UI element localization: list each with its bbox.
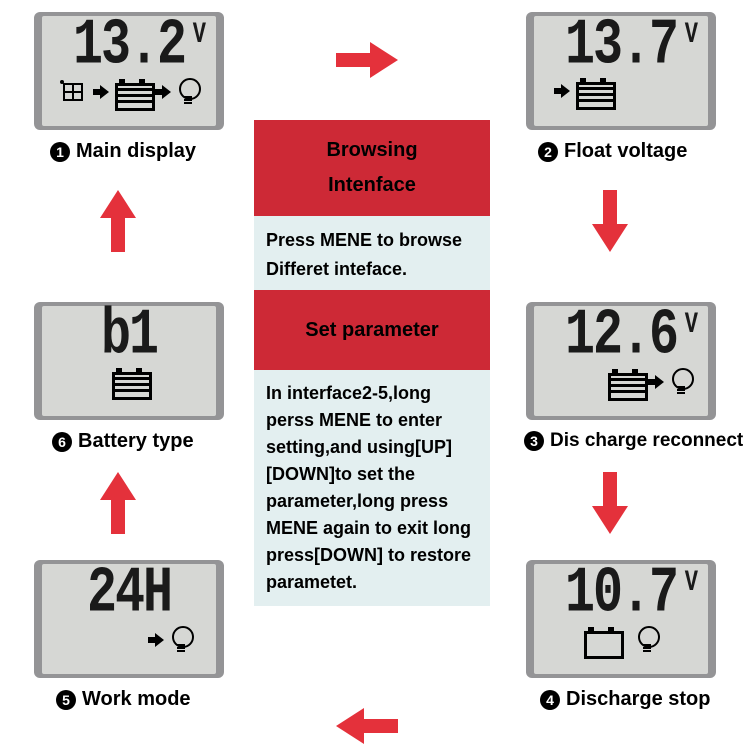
lcd-value: 12.6 — [565, 305, 677, 370]
browsing-body-box: Press MENE to browse Differet inteface. — [254, 216, 490, 294]
flow-arrow-left-2 — [100, 186, 136, 256]
step-badge: 5 — [56, 690, 76, 710]
step-badge: 1 — [50, 142, 70, 162]
browsing-body-line2: Differet inteface. — [266, 255, 478, 284]
browsing-title-line2: Intenface — [328, 174, 416, 197]
step-badge: 2 — [538, 142, 558, 162]
lcd-panel-discharge-stop: 10.7 V — [526, 560, 716, 678]
caption-label: Main display — [76, 140, 196, 163]
browsing-title-box: Browsing Intenface — [254, 120, 490, 216]
lcd-panel-discharge-reconnect: 12.6 V — [526, 302, 716, 420]
lcd-screen: 12.6 V — [534, 306, 708, 416]
arrow-right-icon — [648, 375, 664, 389]
caption-label: Discharge stop — [566, 688, 710, 711]
lcd-unit: V — [193, 18, 206, 52]
arrow-right-icon — [148, 633, 164, 647]
lcd-screen: b1 — [42, 306, 216, 416]
battery-empty-icon — [584, 627, 618, 653]
battery-icon — [576, 78, 610, 104]
lcd-icon-row — [112, 368, 146, 394]
flow-arrow-right-2 — [592, 468, 628, 538]
caption-label: Work mode — [82, 688, 191, 711]
browsing-body-line1: Press MENE to browse — [266, 226, 478, 255]
lcd-screen: 13.7 V — [534, 16, 708, 126]
caption-discharge-stop: 4 Discharge stop — [540, 688, 710, 711]
caption-work-mode: 5 Work mode — [56, 688, 191, 711]
lcd-icon-row — [59, 78, 199, 106]
caption-main-display: 1 Main display — [50, 140, 196, 163]
battery-icon — [112, 368, 146, 394]
step-badge: 6 — [52, 432, 72, 452]
step-badge: 4 — [540, 690, 560, 710]
lcd-unit: V — [685, 18, 698, 52]
caption-label: Dis charge reconnect — [550, 430, 743, 452]
bulb-icon — [636, 626, 658, 654]
lcd-value: 13.2 — [73, 15, 185, 80]
flow-arrow-left-1 — [100, 468, 136, 538]
lcd-screen: 10.7 V — [534, 564, 708, 674]
lcd-panel-float-voltage: 13.7 V — [526, 12, 716, 130]
flow-arrow-right-1 — [592, 186, 628, 256]
lcd-screen: 24H — [42, 564, 216, 674]
set-title: Set parameter — [305, 319, 438, 342]
lcd-value: 24H — [87, 563, 171, 628]
battery-icon — [115, 79, 149, 105]
caption-battery-type: 6 Battery type — [52, 430, 194, 453]
lcd-panel-battery-type: b1 — [34, 302, 224, 420]
arrow-right-icon — [554, 84, 570, 98]
lcd-screen: 13.2 V — [42, 16, 216, 126]
arrow-right-icon — [155, 85, 171, 99]
flow-arrow-bottom — [332, 708, 402, 744]
flow-arrow-top — [332, 42, 402, 78]
caption-discharge-reconnect: 3 Dis charge reconnect — [524, 430, 743, 452]
lcd-unit: V — [685, 566, 698, 600]
lcd-unit: V — [685, 308, 698, 342]
lcd-value: 13.7 — [565, 15, 677, 80]
set-title-box: Set parameter — [254, 290, 490, 370]
lcd-icon-row — [534, 368, 708, 396]
lcd-panel-work-mode: 24H — [34, 560, 224, 678]
bulb-icon — [170, 626, 192, 654]
arrow-right-icon — [93, 85, 109, 99]
caption-label: Battery type — [78, 430, 194, 453]
set-body-box: In interface2-5,long perss MENE to enter… — [254, 370, 490, 606]
solar-panel-icon — [59, 79, 87, 105]
lcd-icon-row — [534, 626, 708, 654]
lcd-value: 10.7 — [565, 563, 677, 628]
caption-label: Float voltage — [564, 140, 687, 163]
browsing-title-line1: Browsing — [326, 139, 417, 162]
caption-float-voltage: 2 Float voltage — [538, 140, 687, 163]
bulb-icon — [177, 78, 199, 106]
lcd-value: b1 — [101, 305, 157, 370]
battery-icon — [608, 369, 642, 395]
step-badge: 3 — [524, 431, 544, 451]
bulb-icon — [670, 368, 692, 396]
set-body-text: In interface2-5,long perss MENE to enter… — [266, 380, 478, 596]
lcd-panel-main-display: 13.2 V — [34, 12, 224, 130]
